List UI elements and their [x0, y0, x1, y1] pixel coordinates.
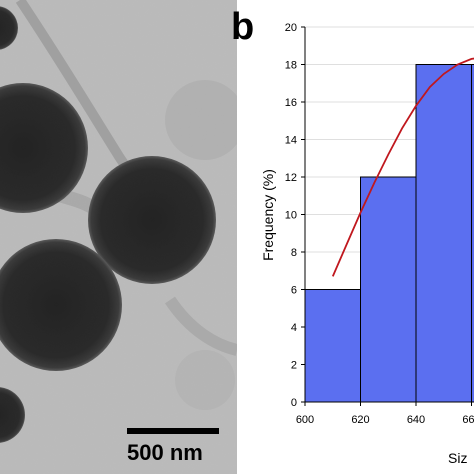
- y-tick-label: 8: [291, 247, 297, 259]
- y-tick-label: 18: [285, 60, 297, 72]
- x-tick-label: 600: [296, 414, 314, 426]
- y-tick-label: 20: [285, 22, 297, 34]
- x-tick-label: 640: [407, 414, 425, 426]
- y-tick-label: 0: [291, 397, 297, 409]
- y-tick-label: 16: [285, 97, 297, 109]
- x-tick-label: 660: [462, 414, 474, 426]
- tick-labels: 0 2 4 6 8 10 12 14 16 18 20 600 620 640 660: [285, 22, 474, 426]
- scale-bar: [127, 428, 219, 434]
- y-tick-label: 10: [285, 210, 297, 222]
- y-axis-label: Frequency (%): [260, 169, 276, 261]
- fit-curve-layer: [331, 57, 474, 277]
- y-tick-label: 6: [291, 285, 297, 297]
- tem-noise: [0, 0, 237, 474]
- y-tick-label: 4: [291, 322, 297, 334]
- histogram-bar: [304, 289, 361, 403]
- y-tick-label: 12: [285, 172, 297, 184]
- y-tick-label: 2: [291, 360, 297, 372]
- scale-bar-label: 500 nm: [127, 440, 203, 465]
- tem-image-panel: 500 nm: [0, 0, 237, 474]
- size-histogram: 0 2 4 6 8 10 12 14 16 18 20 600 620 640 660 Frequency …: [260, 22, 474, 466]
- histogram-panel: 0 2 4 6 8 10 12 14 16 18 20 600 620 640 660 Frequency …: [237, 0, 474, 474]
- fit-curve: [331, 57, 474, 277]
- histogram-bars: [304, 64, 474, 403]
- x-axis-label: Siz: [448, 450, 467, 466]
- histogram-bar: [415, 64, 472, 403]
- x-tick-label: 620: [351, 414, 369, 426]
- histogram-bar: [360, 176, 417, 403]
- axes: [301, 26, 474, 406]
- histogram-bar: [471, 64, 474, 403]
- panel-label: b: [231, 6, 255, 48]
- tem-micrograph: [0, 0, 237, 474]
- y-tick-label: 14: [285, 135, 297, 147]
